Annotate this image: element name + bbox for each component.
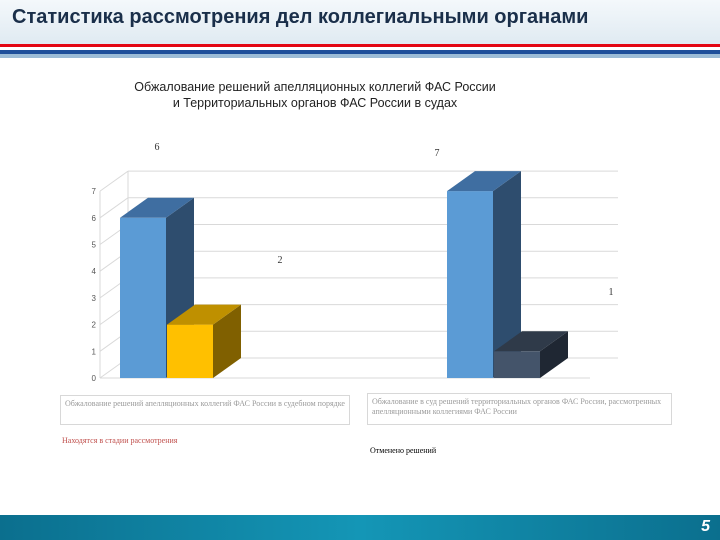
legend-box-right: Обжалование в суд решений территориальны…: [367, 393, 672, 425]
gridline-side-7: [99, 170, 129, 192]
data-label-3: 1: [609, 287, 614, 298]
legend-box-left: Обжалование решений апелляционных коллег…: [60, 395, 350, 425]
y-tick-label-1: 1: [92, 347, 97, 356]
bar-top-c0-l0: [120, 197, 194, 218]
bar-side-c1-l1: [540, 331, 568, 378]
bar-front-c1-l1: [494, 351, 540, 378]
stripe-white: [0, 47, 720, 50]
data-label-0: 6: [155, 142, 160, 153]
bar-top-c1-l0: [447, 171, 521, 192]
legend-text-right: Отменено решений: [370, 446, 437, 455]
chart-title-line-2: и Территориальных органов ФАС России в с…: [172, 96, 458, 110]
data-label-1: 2: [278, 255, 283, 266]
y-tick-label-4: 4: [92, 267, 97, 276]
header-stripes: [0, 44, 720, 58]
category-label-right: Обжалование в суд решений территориальны…: [372, 397, 662, 416]
bar-front-c0-l0: [120, 217, 166, 378]
y-tick-label-0: 0: [92, 374, 97, 383]
bar-front-c0-l1: [167, 324, 213, 378]
slide-title: Статистика рассмотрения дел коллегиальны…: [12, 6, 589, 28]
stripe-light: [0, 54, 720, 58]
header-bar: Статистика рассмотрения дел коллегиальны…: [0, 0, 720, 58]
y-tick-label-3: 3: [92, 294, 97, 303]
page-number: 5: [701, 518, 710, 535]
chart-title-line-1: Обжалование решений апелляционных коллег…: [134, 80, 496, 94]
data-label-2: 7: [435, 148, 440, 159]
category-label-left: Обжалование решений апелляционных коллег…: [65, 399, 345, 408]
footer-bar: 5: [0, 515, 720, 540]
y-tick-label-6: 6: [92, 214, 97, 223]
legend-text-left: Находятся в стадии рассмотрения: [62, 436, 178, 445]
stripe-blue: [0, 50, 720, 54]
y-tick-label-5: 5: [92, 241, 97, 250]
y-tick-label-2: 2: [92, 321, 97, 330]
bar-top-c1-l1: [494, 331, 568, 352]
bar-side-c1-l0: [493, 171, 521, 378]
stripe-red: [0, 44, 720, 47]
bar-front-c1-l0: [447, 191, 493, 378]
bar-top-c0-l1: [167, 304, 241, 325]
bar-side-c0-l1: [213, 304, 241, 378]
y-tick-label-7: 7: [92, 187, 97, 196]
gridline-side-6: [99, 197, 129, 219]
